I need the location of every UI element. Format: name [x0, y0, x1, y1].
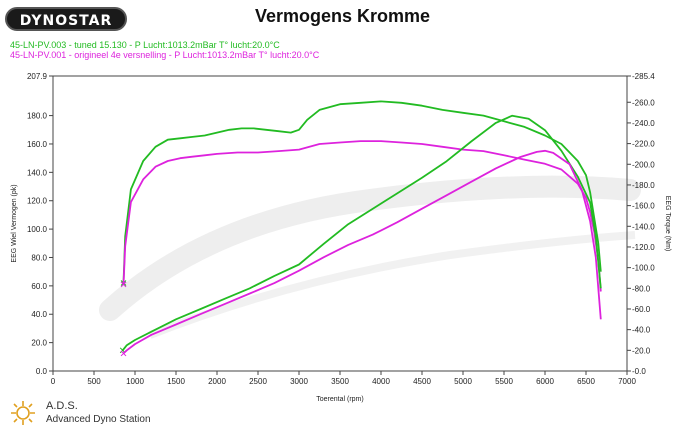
y2-tick-label: -220.0 [632, 140, 655, 149]
y2-tick-label: -120.0 [632, 243, 655, 252]
y-tick-label: 60.0 [31, 282, 47, 291]
x-tick-label: 500 [87, 377, 101, 386]
ads-sun-icon [11, 401, 35, 425]
y2-tick-label: -80.0 [632, 284, 651, 293]
y-tick-label: 80.0 [31, 253, 47, 262]
x-tick-label: 5500 [495, 377, 513, 386]
x-tick-label: 5000 [454, 377, 472, 386]
footer-subtitle: Advanced Dyno Station [46, 414, 151, 425]
y2-tick-label: -285.4 [632, 72, 655, 81]
x-tick-label: 0 [51, 377, 56, 386]
x-tick-label: 4000 [372, 377, 390, 386]
x-tick-label: 2000 [208, 377, 226, 386]
series-line-torque-2 [121, 114, 602, 351]
plot-frame [52, 75, 628, 372]
y2-tick-label: -200.0 [632, 160, 655, 169]
y2-tick-label: -20.0 [632, 346, 651, 355]
chart-title: Vermogens Kromme [254, 6, 431, 26]
y2-axis-label: EEG Torque (Nm) [664, 196, 671, 252]
x-tick-label: 7000 [618, 377, 636, 386]
y-tick-label: 120.0 [27, 197, 48, 206]
x-tick-label: 6500 [577, 377, 595, 386]
y-tick-label: 207.9 [27, 72, 48, 81]
y2-tick-label: -240.0 [632, 119, 655, 128]
y2-tick-label: -60.0 [632, 305, 651, 314]
y-tick-label: 40.0 [31, 310, 47, 319]
y-axis-label: EEG Wiel Vermogen (pk) [11, 184, 18, 262]
x-axis-label: Toerental (rpm) [316, 396, 363, 403]
y-tick-label: 160.0 [27, 140, 48, 149]
x-tick-label: 1500 [167, 377, 185, 386]
y-tick-label: 20.0 [31, 339, 47, 348]
x-tick-label: 2500 [249, 377, 267, 386]
y2-tick-label: -140.0 [632, 222, 655, 231]
footer-name: A.D.S. [46, 400, 78, 412]
series-line-power-1 [122, 140, 602, 292]
dynostar-logo: DYNOSTAR [5, 7, 127, 31]
series-start-marker-3 [120, 350, 127, 357]
y-tick-label: 0.0 [36, 367, 48, 376]
y2-tick-label: -160.0 [632, 202, 655, 211]
run-label-origineel: 45-LN-PV.001 - origineel 4e versnelling … [10, 50, 320, 60]
y2-tick-label: -0.0 [632, 367, 646, 376]
x-tick-label: 1000 [126, 377, 144, 386]
y2-tick-label: -260.0 [632, 98, 655, 107]
y-tick-label: 140.0 [27, 168, 48, 177]
y-tick-label: 100.0 [27, 225, 48, 234]
run-label-tuned: 45-LN-PV.003 - tuned 15.130 - P Lucht:10… [10, 40, 280, 50]
y2-tick-label: -100.0 [632, 264, 655, 273]
y2-tick-label: -40.0 [632, 326, 651, 335]
y2-tick-label: -180.0 [632, 181, 655, 190]
x-tick-label: 4500 [413, 377, 431, 386]
y-tick-label: 180.0 [27, 112, 48, 121]
x-tick-label: 3000 [290, 377, 308, 386]
series-line-power-0 [122, 100, 602, 284]
x-tick-label: 3500 [331, 377, 349, 386]
series-line-torque-3 [122, 149, 602, 355]
x-tick-label: 6000 [536, 377, 554, 386]
series-start-marker-1 [120, 281, 127, 288]
